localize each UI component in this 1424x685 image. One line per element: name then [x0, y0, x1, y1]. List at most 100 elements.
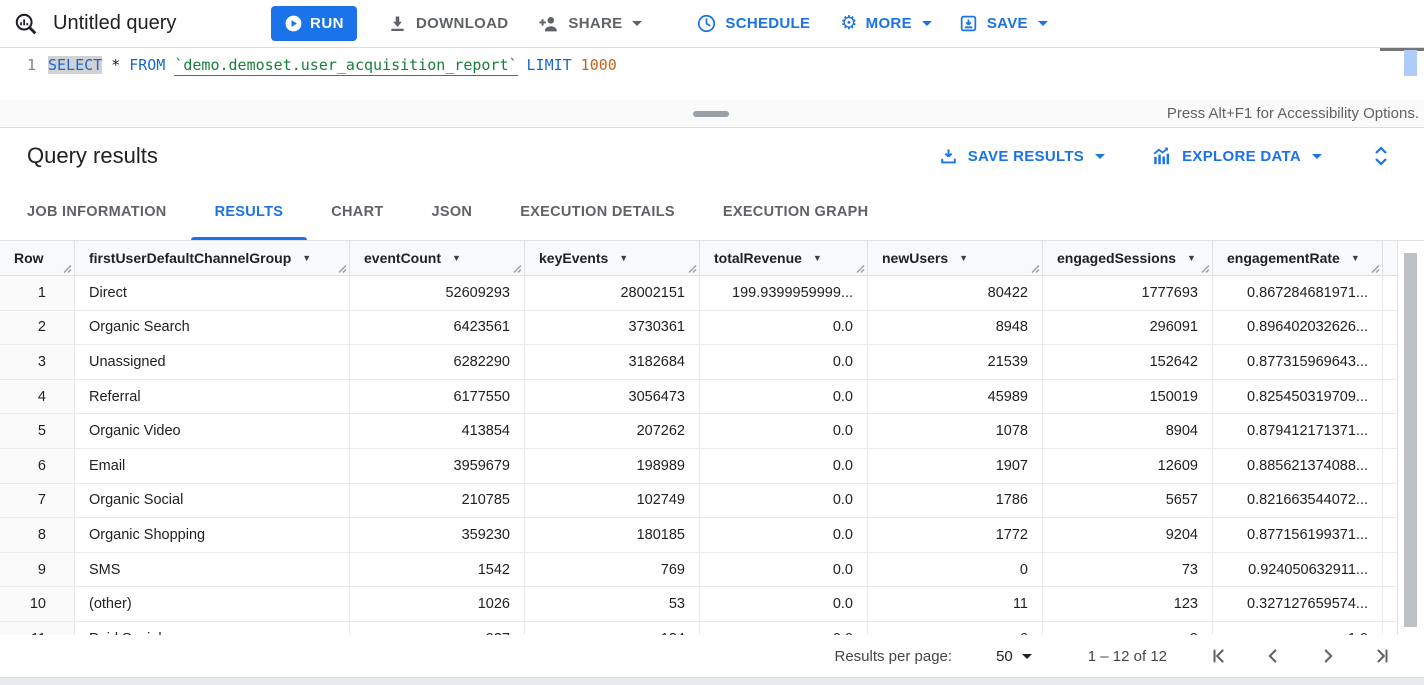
expand-collapse-button[interactable]	[1368, 143, 1394, 169]
table-cell: 6282290	[350, 345, 525, 379]
table-cell: 0.0	[700, 518, 868, 552]
column-resize-handle-icon[interactable]	[512, 264, 522, 274]
column-menu-caret-icon[interactable]: ▼	[812, 253, 822, 263]
column-resize-handle-icon[interactable]	[855, 264, 865, 274]
column-menu-caret-icon[interactable]: ▼	[302, 253, 312, 263]
gear-icon: ⚙	[840, 12, 858, 34]
last-page-button[interactable]	[1372, 645, 1394, 667]
first-page-button[interactable]	[1207, 645, 1229, 667]
column-header-keyEvents[interactable]: keyEvents ▼	[525, 241, 700, 275]
tab-results[interactable]: RESULTS	[190, 184, 308, 240]
table-cell: 6177550	[350, 379, 525, 414]
save-results-button[interactable]: SAVE RESULTS	[938, 146, 1106, 167]
run-button[interactable]: RUN	[271, 6, 357, 41]
previous-page-button[interactable]	[1262, 645, 1284, 667]
table-scrollbar-track[interactable]	[1397, 241, 1424, 635]
row-number-cell: 11	[0, 621, 75, 635]
table-cell: 28002151	[525, 276, 700, 310]
table-cell: 3959679	[350, 448, 525, 483]
query-toolbar: Untitled query RUN DOWNLOAD	[0, 0, 1424, 48]
table-cell: 9204	[1043, 518, 1213, 552]
table-cell: 150019	[1043, 379, 1213, 414]
table-cell: 0.0	[700, 552, 868, 587]
first-page-icon	[1213, 649, 1224, 663]
column-menu-caret-icon[interactable]: ▼	[452, 253, 461, 263]
column-resize-handle-icon[interactable]	[1030, 264, 1040, 274]
table-row: 6 Email 3959679 198989 0.0 1907 12609 0.8856213…	[0, 448, 1424, 484]
table-cell: 0.0	[700, 379, 868, 414]
save-button[interactable]: SAVE	[958, 13, 1048, 34]
table-cell: 180185	[525, 518, 700, 552]
column-header-Row[interactable]: Row	[0, 241, 75, 275]
table-row: 3 Unassigned 6282290 3182684 0.0 21539 152642 0…	[0, 345, 1424, 380]
column-menu-caret-icon[interactable]: ▼	[1350, 253, 1360, 263]
table-scrollbar-thumb[interactable]	[1404, 253, 1417, 627]
share-button[interactable]: SHARE	[538, 13, 643, 35]
table-cell: (other)	[75, 587, 350, 621]
tab-execution-details[interactable]: EXECUTION DETAILS	[496, 184, 699, 240]
column-resize-handle-icon[interactable]	[62, 264, 72, 274]
download-icon	[391, 16, 404, 32]
play-circle-icon	[285, 15, 302, 32]
schedule-button-label: SCHEDULE	[725, 15, 811, 32]
column-menu-caret-icon[interactable]: ▼	[1187, 253, 1196, 263]
column-header-engagedSessions[interactable]: engagedSessions ▼	[1043, 241, 1213, 275]
column-resize-handle-icon[interactable]	[687, 264, 697, 274]
table-cell: 1777693	[1043, 276, 1213, 310]
table-body: 1 Direct 52609293 28002151 199.9399959999...…	[0, 276, 1424, 635]
sql-code[interactable]: SELECT * FROM `demo.demoset.user_acquisitio…	[48, 56, 617, 76]
download-button[interactable]: DOWNLOAD	[387, 13, 508, 34]
sql-star: *	[111, 56, 121, 74]
tab-job-information[interactable]: JOB INFORMATION	[3, 184, 191, 240]
schedule-button[interactable]: SCHEDULE	[696, 13, 810, 34]
row-number-cell: 3	[0, 345, 75, 379]
column-header-eventCount[interactable]: eventCount ▼	[350, 241, 525, 275]
tab-chart[interactable]: CHART	[307, 184, 407, 240]
last-page-icon	[1377, 649, 1388, 663]
sql-keyword-from: FROM	[129, 56, 166, 74]
table-cell: 0.885621374088...	[1213, 448, 1383, 483]
row-number-cell: 2	[0, 310, 75, 345]
explore-data-caret-icon	[1312, 153, 1322, 159]
tab-execution-graph[interactable]: EXECUTION GRAPH	[699, 184, 893, 240]
tab-label: RESULTS	[214, 204, 284, 220]
table-cell: 0.0	[700, 414, 868, 448]
panel-drag-handle[interactable]	[693, 111, 729, 117]
explore-data-chart-icon	[1153, 147, 1170, 165]
column-resize-handle-icon[interactable]	[337, 264, 347, 274]
editor-scrollbar-thumb[interactable]	[1404, 50, 1417, 76]
table-cell: 3056473	[525, 379, 700, 414]
table-cell: Paid Social	[75, 621, 350, 635]
sql-table-reference[interactable]: `demo.demoset.user_acquisition_report`	[174, 56, 518, 76]
sql-editor[interactable]: 1 SELECT * FROM `demo.demoset.user_acquisit…	[0, 48, 1424, 100]
table-cell: 0.879412171371...	[1213, 414, 1383, 448]
column-header-newUsers[interactable]: newUsers ▼	[868, 241, 1043, 275]
column-resize-handle-icon[interactable]	[1200, 264, 1210, 274]
table-cell: 45989	[868, 379, 1043, 414]
table-cell: 0.877315969643...	[1213, 345, 1383, 379]
column-label: keyEvents	[539, 250, 609, 266]
sql-limit-value: 1000	[580, 56, 617, 74]
column-header-totalRevenue[interactable]: totalRevenue ▼	[700, 241, 868, 275]
column-resize-handle-icon[interactable]	[1370, 264, 1380, 274]
sql-keyword-limit: LIMIT	[526, 56, 572, 74]
table-row: 9 SMS 1542 769 0.0 0 73 0.924050632911...	[0, 552, 1424, 588]
column-header-firstUserDefaultChannelGroup[interactable]: firstUserDefaultChannelGroup ▼	[75, 241, 350, 275]
table-cell: 1786	[868, 483, 1043, 518]
page-size-select[interactable]: 50	[996, 648, 1032, 665]
table-row: 5 Organic Video 413854 207262 0.0 1078 8904 0.8…	[0, 414, 1424, 449]
run-button-label: RUN	[310, 15, 344, 32]
tab-json[interactable]: JSON	[408, 184, 497, 240]
column-menu-caret-icon[interactable]: ▼	[619, 253, 629, 263]
column-header-engagementRate[interactable]: engagementRate ▼	[1213, 241, 1383, 275]
table-cell: 52609293	[350, 276, 525, 310]
explore-data-button[interactable]: EXPLORE DATA	[1151, 145, 1322, 167]
table-cell: 152642	[1043, 345, 1213, 379]
table-cell: 123	[1043, 587, 1213, 621]
query-magnifier-icon	[15, 13, 37, 34]
table-cell: 0.0	[700, 448, 868, 483]
next-page-button[interactable]	[1317, 645, 1339, 667]
column-menu-caret-icon[interactable]: ▼	[959, 253, 969, 263]
query-results-title: Query results	[27, 143, 158, 168]
more-button[interactable]: ⚙ MORE	[840, 14, 932, 33]
